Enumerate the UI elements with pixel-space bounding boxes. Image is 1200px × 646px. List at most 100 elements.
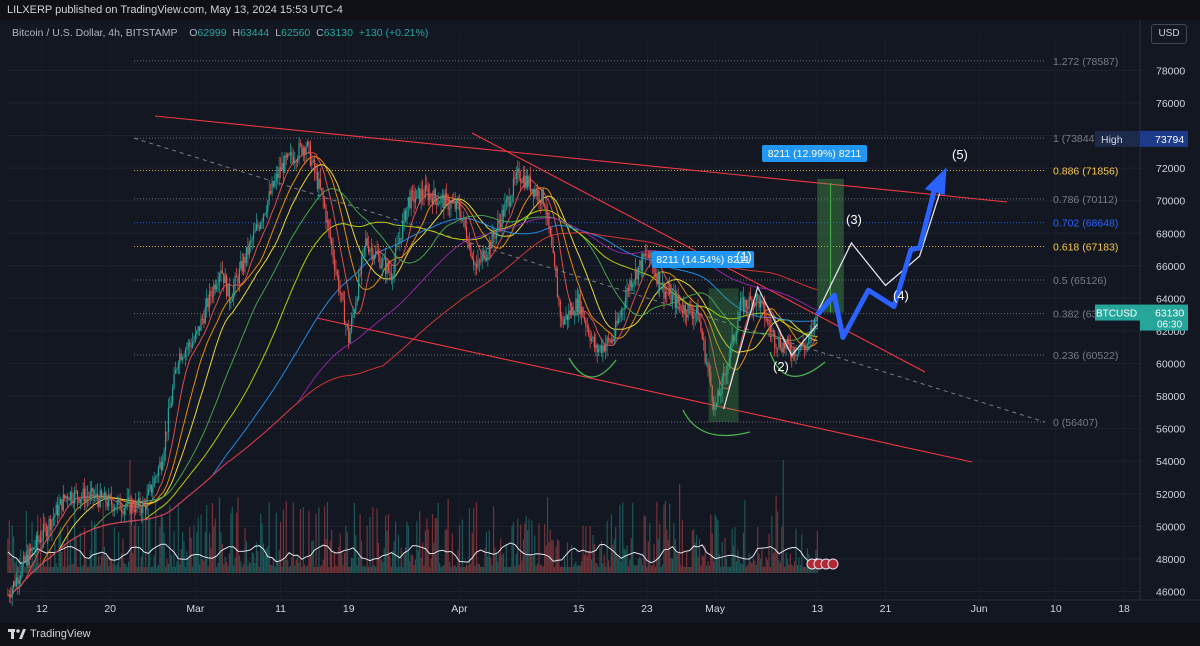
candle-body xyxy=(316,172,319,189)
volume-bar xyxy=(250,562,252,573)
candle-body xyxy=(333,258,336,270)
volume-bar xyxy=(197,517,199,573)
volume-bar xyxy=(203,560,205,573)
volume-bar xyxy=(660,566,662,573)
candle-body xyxy=(234,275,236,287)
measure-boxes[interactable]: 8211 (14.54%) 8211 8211 (12.99%) 8211 xyxy=(652,145,867,423)
candle-body xyxy=(673,293,675,295)
candle-body xyxy=(696,306,698,314)
volume-bar xyxy=(125,564,127,573)
candle-body xyxy=(55,504,57,515)
candle-body xyxy=(180,353,182,361)
volume-bar xyxy=(193,525,195,573)
candle-body xyxy=(370,248,373,250)
last-price-countdown: 06:30 xyxy=(1157,320,1182,331)
volume-bar xyxy=(389,556,391,573)
volume-bar xyxy=(767,559,769,573)
candle-body xyxy=(501,209,503,228)
candles xyxy=(7,136,818,606)
volume-bar xyxy=(150,566,152,573)
volume-bar xyxy=(566,542,568,573)
volume-bar xyxy=(81,566,83,573)
candle-body xyxy=(644,253,647,257)
candle-body xyxy=(32,547,35,550)
candle-body xyxy=(511,195,513,203)
candle-body xyxy=(360,257,363,275)
volume-bar xyxy=(508,566,510,573)
candle-body xyxy=(468,243,471,248)
candle-body xyxy=(237,277,239,284)
volume-bar xyxy=(697,557,699,573)
candle-body xyxy=(556,277,559,298)
volume-bar xyxy=(688,566,691,573)
volume-bar xyxy=(387,514,390,573)
candle-body xyxy=(173,373,175,389)
date-tick-label: 18 xyxy=(1118,603,1130,615)
candle-body xyxy=(667,293,669,295)
volume-bar xyxy=(200,514,202,573)
candle-body xyxy=(147,488,150,495)
volume-bar xyxy=(370,566,373,573)
volume-bar xyxy=(298,562,300,573)
candle-body xyxy=(592,336,594,339)
volume-bar xyxy=(88,566,90,573)
candle-body xyxy=(518,168,520,179)
volume-bar xyxy=(696,534,698,573)
candle-body xyxy=(133,510,135,513)
candle-body xyxy=(149,484,151,489)
price-tick-label: 60000 xyxy=(1156,359,1185,371)
candle-body xyxy=(136,501,138,505)
volume-bar xyxy=(474,565,476,573)
volume-bar xyxy=(365,566,367,573)
volume-bar xyxy=(450,566,452,573)
volume-bar xyxy=(369,516,371,573)
candle-body xyxy=(600,345,603,353)
candle-body xyxy=(532,188,534,197)
volume-bar xyxy=(627,566,630,573)
candle-body xyxy=(89,491,91,499)
volume-bar xyxy=(47,524,49,573)
candle-body xyxy=(349,331,351,343)
candle-body xyxy=(649,251,651,259)
candle-body xyxy=(268,190,270,201)
candle-body xyxy=(545,206,547,215)
wave-projection-line xyxy=(816,176,946,313)
candle-body xyxy=(741,297,743,299)
last-price-value: 63130 xyxy=(1155,308,1184,320)
tradingview-logo[interactable]: TradingView xyxy=(8,628,91,640)
candle-body xyxy=(72,501,74,504)
volume-bar xyxy=(113,527,116,573)
candle-body xyxy=(363,246,365,251)
candle-body xyxy=(217,282,219,286)
volume-bar xyxy=(289,566,292,573)
candle-body xyxy=(581,306,583,315)
candle-body xyxy=(226,275,228,297)
fib-retracement[interactable]: 1.272 (78587) 1 (73844) 0.886 (71856) 0.786… xyxy=(133,56,1118,429)
volume-bar xyxy=(740,563,742,573)
candle-body xyxy=(515,172,517,180)
price-tick-label: 76000 xyxy=(1156,98,1185,110)
volume-bar xyxy=(38,563,40,573)
volume-bar xyxy=(439,563,441,573)
candle-body xyxy=(654,273,657,276)
volume-bar xyxy=(789,553,791,573)
volume-bar xyxy=(79,532,81,573)
volume-bar xyxy=(735,561,737,573)
candle-body xyxy=(318,178,320,189)
wave-projection[interactable]: (1) (2) (3) (4) (5) xyxy=(568,147,968,437)
candle-body xyxy=(410,190,412,209)
volume-bar xyxy=(592,534,594,573)
volume-bar xyxy=(473,508,475,573)
candle-body xyxy=(734,336,736,342)
volume-bar xyxy=(471,532,473,573)
candle-body xyxy=(471,256,473,260)
candle-body xyxy=(137,498,140,505)
currency-button[interactable]: USD xyxy=(1151,24,1187,44)
volume-bar xyxy=(13,536,15,573)
volume-bar xyxy=(103,546,106,573)
candle-body xyxy=(626,288,628,298)
candle-body xyxy=(336,271,338,276)
candle-body xyxy=(376,251,378,254)
candle-body xyxy=(92,488,94,499)
